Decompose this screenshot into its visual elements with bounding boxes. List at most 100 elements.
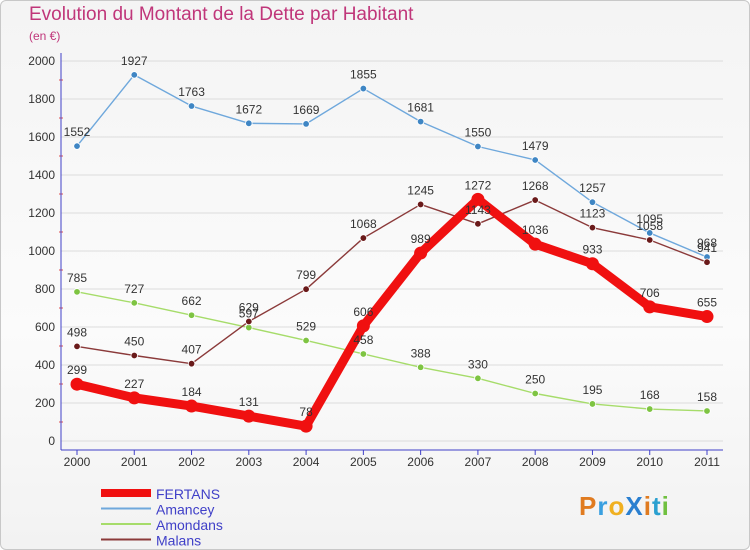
logo-letter: i [661,491,670,521]
data-label: 941 [697,241,717,255]
data-label: 227 [124,377,144,391]
y-tick-label: 1800 [28,92,55,106]
data-label: 1681 [407,101,434,115]
y-tick-label: 1200 [28,206,55,220]
y-tick-label: 0 [48,434,55,448]
data-point [416,363,425,371]
data-point [416,200,425,209]
logo-letter: X [625,491,644,521]
data-point [414,246,428,260]
data-point [302,336,310,345]
data-label: 799 [296,268,316,282]
x-tick-label: 2000 [64,455,91,469]
chart-subtitle: (en €) [29,29,61,43]
data-point [299,419,313,433]
x-tick-label: 2004 [293,455,320,469]
data-point [474,220,482,228]
data-point [416,117,425,126]
series-line-amancey [76,74,708,258]
data-label: 1095 [636,212,663,226]
data-point [245,323,253,332]
y-tick-label: 200 [35,396,55,410]
data-point [588,223,597,232]
x-tick-label: 2008 [522,455,549,469]
data-label: 1036 [522,223,549,237]
data-label: 529 [296,319,316,333]
data-label: 1245 [407,183,434,197]
data-label: 78 [299,405,313,419]
data-point [359,234,368,242]
data-point [245,119,253,128]
data-point [302,120,310,128]
data-point [130,299,138,307]
series-line-malans [76,199,708,365]
data-point [531,156,539,164]
legend-label: FERTANS [156,486,220,502]
x-tick-label: 2010 [636,455,663,469]
x-tick-label: 2003 [235,455,262,469]
data-label: 195 [582,383,602,397]
data-label: 1058 [636,219,663,233]
data-point [646,236,654,244]
data-label: 168 [640,388,660,402]
y-tick-label: 400 [35,358,55,372]
data-label: 1143 [465,203,491,217]
data-point [585,257,599,271]
x-tick-label: 2006 [407,455,434,469]
data-point [359,350,368,358]
data-point [73,342,81,351]
x-tick-label: 2005 [350,455,377,469]
data-point [130,71,138,79]
data-point [187,102,196,110]
data-label: 388 [411,346,431,360]
x-tick-label: 2001 [121,455,148,469]
data-label: 597 [239,307,259,321]
data-label: 299 [67,363,87,377]
chart-title: Evolution du Montant de la Dette par Hab… [29,4,414,25]
legend-label: Malans [156,533,201,549]
data-point [528,237,542,251]
data-label: 1669 [293,103,320,117]
data-label: 184 [182,385,202,399]
data-label: 458 [353,333,373,347]
x-tick-label: 2009 [579,455,606,469]
logo-letter: t [651,491,662,521]
data-label: 785 [67,271,87,285]
data-point [474,374,482,382]
data-point [531,389,539,398]
data-point [646,405,654,413]
data-point [531,196,539,204]
logo-letter: i [643,491,652,521]
data-label: 606 [353,305,373,319]
data-point [588,400,597,408]
proxiti-logo: ProXiti [579,491,670,522]
series-line-amondans [76,291,708,412]
data-label: 1672 [235,102,262,116]
data-point [73,288,81,296]
y-tick-label: 600 [35,320,55,334]
data-point [703,258,711,266]
data-point [70,377,84,391]
data-label: 1763 [178,85,205,99]
logo-letter: o [608,491,626,521]
data-point [242,409,256,423]
data-label: 968 [697,236,717,250]
data-label: 706 [640,286,660,300]
data-label: 989 [411,232,431,246]
data-label: 498 [67,325,87,339]
data-point [703,407,711,415]
legend-label: Amondans [156,517,223,533]
logo-letter: P [579,491,598,521]
logo-letter: r [597,491,609,521]
data-label: 131 [239,395,259,409]
data-point [73,142,81,150]
data-label: 1268 [522,179,549,193]
data-label: 1855 [350,68,377,82]
y-tick-label: 1400 [28,168,55,182]
series-line-fertans [72,194,712,431]
x-tick-label: 2002 [178,455,205,469]
data-label: 629 [239,300,259,314]
data-point [302,285,310,293]
data-label: 1550 [465,126,492,140]
data-point [130,351,138,360]
